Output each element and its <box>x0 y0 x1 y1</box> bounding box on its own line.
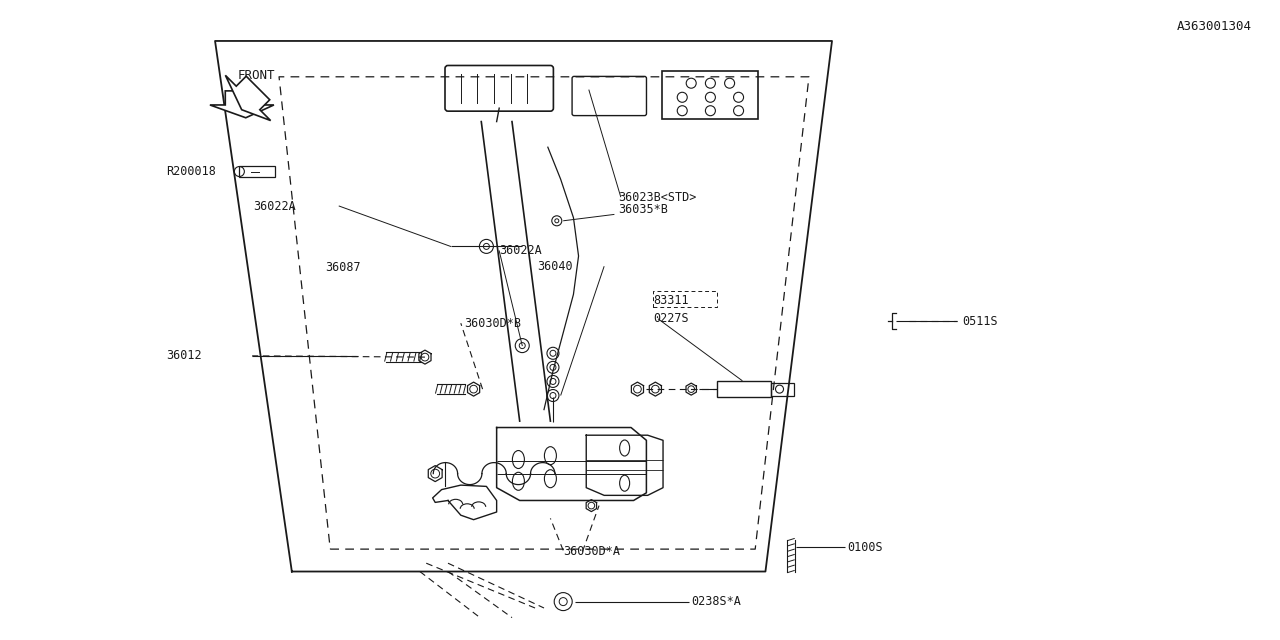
Bar <box>771 383 794 396</box>
Text: 83311: 83311 <box>653 294 689 307</box>
Text: 36012: 36012 <box>166 349 202 362</box>
Text: 0100S: 0100S <box>847 541 883 554</box>
Text: FRONT: FRONT <box>237 69 275 82</box>
Text: 36087: 36087 <box>325 261 361 274</box>
Text: 36035*B: 36035*B <box>618 204 668 216</box>
Text: 0238S*A: 0238S*A <box>691 595 741 608</box>
Text: 36022A: 36022A <box>499 244 541 257</box>
Text: 36040: 36040 <box>538 260 573 273</box>
Text: 36030D*B: 36030D*B <box>465 317 522 330</box>
Text: 0227S: 0227S <box>653 312 689 325</box>
Text: 36022A: 36022A <box>253 200 296 212</box>
Polygon shape <box>210 91 274 118</box>
Text: 36030D*A: 36030D*A <box>563 545 621 558</box>
Text: R200018: R200018 <box>166 165 216 178</box>
Text: 36023B<STD>: 36023B<STD> <box>618 191 696 204</box>
Polygon shape <box>225 76 270 120</box>
Text: A363001304: A363001304 <box>1176 20 1252 33</box>
Bar <box>239 166 275 177</box>
Bar <box>663 71 759 119</box>
Bar <box>717 381 771 397</box>
Text: 0511S: 0511S <box>963 315 998 328</box>
